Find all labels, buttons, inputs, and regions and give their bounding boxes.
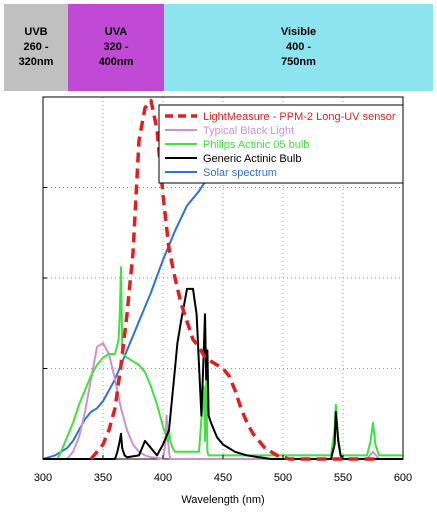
- visible-band-label: Visible: [280, 26, 317, 38]
- uvb-band-range: 260 -: [23, 41, 49, 53]
- uva-band-label: UVA: [104, 26, 128, 38]
- legend-label-1: Typical Black Light: [203, 125, 294, 137]
- legend-label-4: Solar spectrum: [203, 167, 277, 179]
- x-tick-label: 300: [34, 472, 52, 484]
- x-tick-label: 400: [154, 472, 172, 484]
- x-axis-ticks: 300 350 400 450 500 550 600: [34, 455, 412, 484]
- series-line-2: [43, 266, 403, 460]
- uvb-band-range-end: 320nm: [18, 56, 54, 68]
- uva-band-range-end: 400nm: [98, 56, 134, 68]
- visible-band-range: 400 -: [285, 41, 312, 53]
- x-tick-label: 550: [334, 472, 352, 484]
- x-tick-label: 350: [94, 472, 112, 484]
- uva-band: UVA 320 - 400nm: [68, 4, 164, 91]
- x-tick-label: 500: [274, 472, 292, 484]
- x-tick-label: 450: [214, 472, 232, 484]
- legend-label-0: LightMeasure - PPM-2 Long-UV sensor: [203, 111, 396, 123]
- uva-band-range: 320 -: [103, 41, 129, 53]
- visible-band: Visible 400 - 750nm: [164, 4, 433, 91]
- visible-band-range-end: 750nm: [281, 56, 316, 68]
- legend-box: [158, 104, 404, 184]
- uvb-band-label: UVB: [24, 26, 48, 38]
- legend-label-3: Generic Actinic Bulb: [203, 153, 301, 165]
- uvb-band: UVB 260 - 320nm: [4, 4, 68, 91]
- legend-label-2: Philips Actinic 05 bulb: [203, 139, 309, 151]
- series-line-0: [89, 98, 379, 461]
- x-tick-label: 600: [394, 472, 412, 484]
- legend: LightMeasure - PPM-2 Long-UV sensor Typic…: [158, 104, 404, 184]
- x-axis-title: Wavelength (nm): [181, 494, 264, 506]
